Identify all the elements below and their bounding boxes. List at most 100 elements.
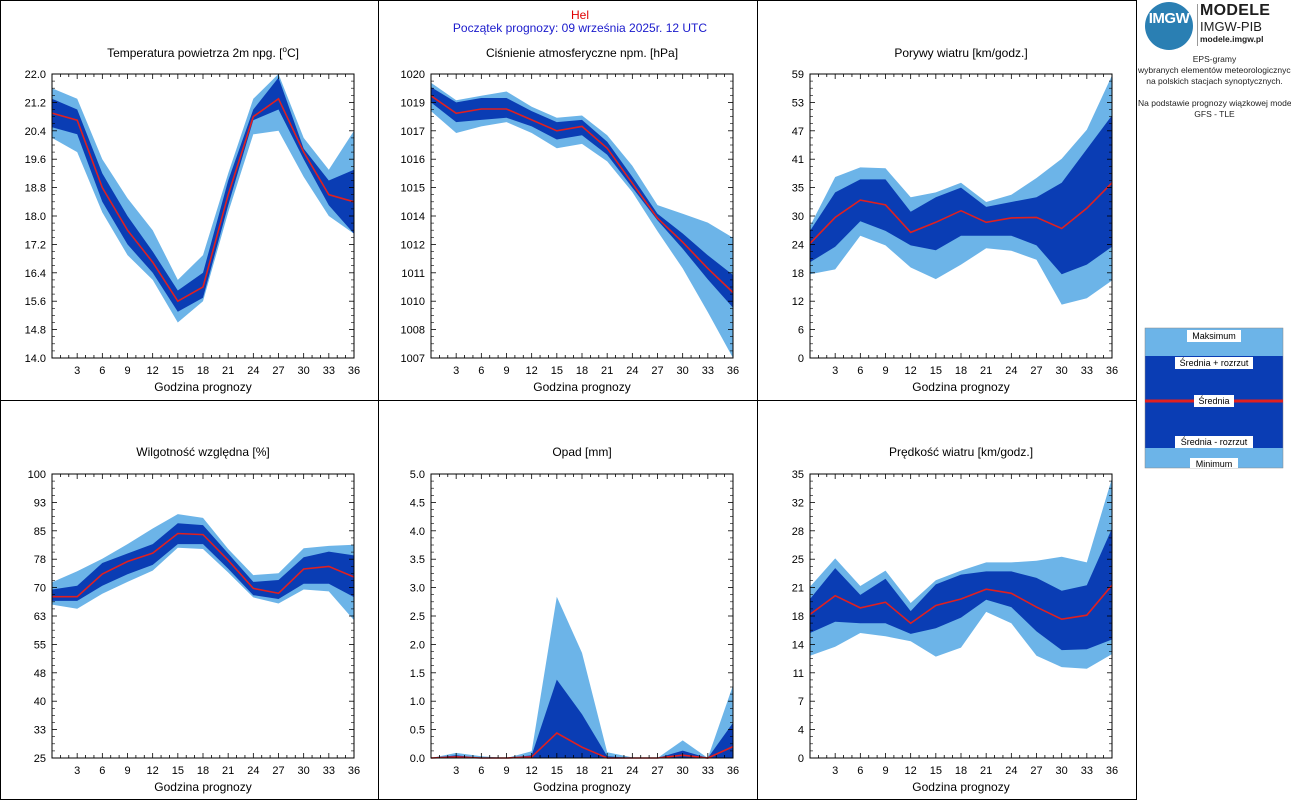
x-tick-label: 3 — [74, 365, 80, 377]
y-tick-label: 14.0 — [25, 353, 46, 365]
y-tick-label: 0 — [798, 753, 804, 765]
y-tick-label: 0 — [798, 353, 804, 365]
info-line: GFS - TLE — [1194, 109, 1235, 119]
info-line: Na podstawie prognozy wiązkowej modelu — [1138, 98, 1291, 108]
y-tick-label: 1016 — [401, 154, 425, 166]
y-tick-label: 1.5 — [410, 668, 425, 680]
x-tick-label: 27 — [651, 365, 663, 377]
mean-line — [809, 182, 1113, 244]
imgw-logo[interactable]: IMGW MODELE IMGW-PIB modele.imgw.pl — [1142, 0, 1291, 50]
x-tick-label: 36 — [348, 365, 360, 377]
x-tick-label: 9 — [503, 765, 509, 777]
x-tick-label: 30 — [1056, 365, 1068, 377]
y-tick-label: 1008 — [401, 325, 425, 337]
legend-label-max: Maksimum — [1192, 331, 1236, 341]
x-tick-label: 30 — [677, 365, 689, 377]
logo-url[interactable]: modele.imgw.pl — [1200, 34, 1264, 44]
y-tick-label: 16.4 — [25, 268, 46, 280]
x-tick-label: 18 — [576, 765, 588, 777]
x-tick-label: 21 — [222, 365, 234, 377]
x-tick-label: 9 — [124, 365, 130, 377]
legend-label-mean-minus: Średnia - rozrzut — [1181, 436, 1248, 447]
x-tick-label: 33 — [1081, 365, 1093, 377]
y-tick-label: 21.2 — [25, 97, 46, 109]
x-tick-label: 12 — [526, 765, 538, 777]
x-axis-label: Godzina prognozy — [533, 780, 630, 794]
x-tick-label: 24 — [247, 365, 259, 377]
x-tick-label: 12 — [905, 365, 917, 377]
x-tick-label: 27 — [272, 365, 284, 377]
x-axis-label: Godzina prognozy — [533, 380, 630, 394]
x-tick-label: 24 — [626, 365, 638, 377]
band-spread — [431, 87, 733, 308]
y-tick-label: 30 — [792, 211, 804, 223]
x-tick-label: 9 — [124, 765, 130, 777]
y-tick-label: 35 — [792, 469, 804, 481]
x-tick-label: 33 — [1081, 765, 1093, 777]
plot-frame — [51, 73, 355, 359]
x-tick-label: 12 — [905, 765, 917, 777]
x-axis-label: Godzina prognozy — [912, 380, 1009, 394]
legend-label-mean: Średnia — [1198, 395, 1229, 406]
chart-humidity: 3 6 9 12 15 18 21 24 27 30 33 362533404855637078859… — [28, 445, 360, 794]
x-tick-label: 18 — [955, 765, 967, 777]
y-tick-label: 1017 — [401, 126, 425, 138]
x-tick-label: 30 — [677, 765, 689, 777]
y-tick-label: 2.5 — [410, 611, 425, 623]
x-tick-label: 15 — [930, 765, 942, 777]
x-tick-label: 3 — [453, 765, 459, 777]
x-tick-label: 36 — [1106, 765, 1118, 777]
x-tick-label: 18 — [197, 365, 209, 377]
x-tick-label: 36 — [727, 365, 739, 377]
y-tick-label: 1011 — [401, 268, 425, 280]
y-tick-label: 78 — [34, 554, 46, 566]
x-tick-label: 3 — [453, 365, 459, 377]
y-tick-label: 4 — [798, 725, 804, 737]
y-tick-label: 48 — [34, 668, 46, 680]
y-tick-label: 5.0 — [410, 469, 425, 481]
mean-line — [51, 97, 355, 303]
y-tick-label: 0.5 — [410, 725, 425, 737]
y-tick-label: 1007 — [401, 353, 425, 365]
x-tick-label: 6 — [99, 365, 105, 377]
y-tick-label: 47 — [792, 126, 804, 138]
x-axis-label: Godzina prognozy — [912, 780, 1009, 794]
x-tick-label: 36 — [1106, 365, 1118, 377]
x-tick-label: 21 — [222, 765, 234, 777]
y-tick-label: 70 — [34, 583, 46, 595]
y-tick-label: 33 — [34, 725, 46, 737]
y-tick-label: 18.0 — [25, 211, 46, 223]
logo-separator — [1197, 4, 1198, 46]
chart-title: Prędkość wiatru [km/godz.] — [889, 445, 1033, 459]
x-tick-label: 15 — [551, 765, 563, 777]
y-tick-label: 18.8 — [25, 183, 46, 195]
chart-gusts: 3 6 9 12 15 18 21 24 27 30 33 360612182430354147535… — [792, 46, 1118, 394]
x-tick-label: 3 — [832, 765, 838, 777]
y-tick-label: 1015 — [401, 183, 425, 195]
x-tick-label: 21 — [601, 365, 613, 377]
y-tick-label: 85 — [34, 526, 46, 538]
band-spread — [810, 528, 1112, 651]
x-tick-label: 12 — [147, 365, 159, 377]
y-tick-label: 53 — [792, 97, 804, 109]
y-tick-label: 15.6 — [25, 296, 46, 308]
x-tick-label: 6 — [99, 765, 105, 777]
x-tick-label: 6 — [478, 765, 484, 777]
y-tick-label: 41 — [792, 154, 804, 166]
x-tick-label: 6 — [857, 365, 863, 377]
x-tick-label: 12 — [526, 365, 538, 377]
y-tick-label: 25 — [792, 554, 804, 566]
x-tick-label: 3 — [74, 765, 80, 777]
y-tick-label: 100 — [28, 469, 46, 481]
y-tick-label: 59 — [792, 69, 804, 81]
x-tick-label: 15 — [172, 365, 184, 377]
y-tick-label: 7 — [798, 696, 804, 708]
mean-line — [52, 532, 355, 598]
station-name: Hel — [571, 8, 589, 22]
y-tick-label: 32 — [792, 497, 804, 509]
x-tick-label: 21 — [980, 765, 992, 777]
imgw-badge-text: IMGW — [1148, 10, 1190, 27]
x-tick-label: 6 — [857, 765, 863, 777]
x-tick-label: 15 — [551, 365, 563, 377]
